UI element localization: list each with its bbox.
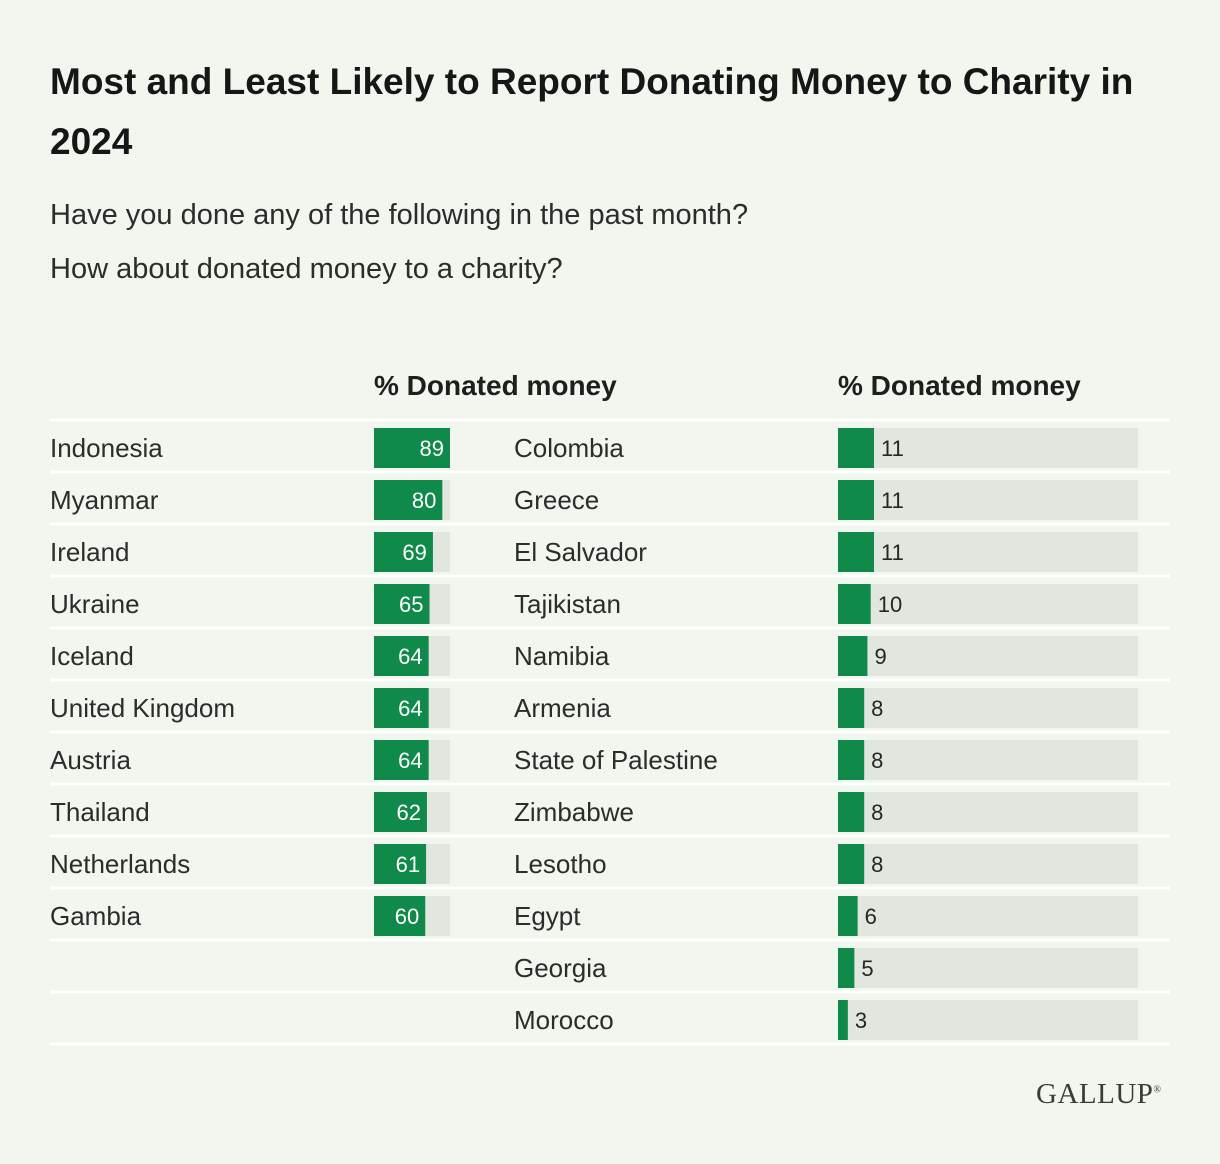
- least-likely-bar: [838, 792, 865, 832]
- least-likely-bar: [838, 844, 865, 884]
- least-likely-value-label: 11: [881, 540, 904, 565]
- least-likely-country-label: Tajikistan: [514, 589, 621, 619]
- least-likely-bar-track: [838, 792, 1138, 832]
- least-likely-value-label: 8: [871, 748, 883, 773]
- most-likely-country-label: Ukraine: [50, 589, 140, 619]
- least-likely-bar-track: [838, 688, 1138, 728]
- least-likely-value-label: 5: [861, 956, 873, 981]
- least-likely-country-label: El Salvador: [514, 537, 647, 567]
- least-likely-bar: [838, 1000, 848, 1040]
- least-likely-bar: [838, 480, 874, 520]
- least-likely-bar: [838, 428, 874, 468]
- chart-title: Most and Least Likely to Report Donating…: [50, 61, 1134, 162]
- least-likely-value-label: 10: [878, 592, 902, 617]
- registered-mark: ®: [1153, 1084, 1162, 1096]
- least-likely-country-label: Greece: [514, 485, 599, 515]
- least-likely-bar-track: [838, 740, 1138, 780]
- least-likely-country-label: Georgia: [514, 953, 607, 983]
- gallup-logo: GALLUP®: [1036, 1078, 1162, 1111]
- most-likely-country-label: Austria: [50, 745, 131, 775]
- most-likely-bar: [374, 532, 433, 572]
- least-likely-country-label: Morocco: [514, 1005, 614, 1035]
- most-likely-country-label: Myanmar: [50, 485, 159, 515]
- gallup-logo-text: GALLUP: [1036, 1078, 1154, 1110]
- most-likely-value-label: 61: [396, 852, 420, 877]
- least-likely-bar-track: [838, 428, 1138, 468]
- most-likely-value-label: 62: [396, 800, 420, 825]
- chart-subtitle-line-2: How about donated money to a charity?: [50, 253, 563, 285]
- least-likely-value-label: 6: [865, 904, 877, 929]
- least-likely-value-label: 8: [871, 696, 883, 721]
- least-likely-country-label: Zimbabwe: [514, 797, 634, 827]
- least-likely-country-label: Namibia: [514, 641, 610, 671]
- most-likely-value-label: 64: [398, 696, 422, 721]
- least-likely-bar: [838, 532, 874, 572]
- most-likely-country-label: Iceland: [50, 641, 134, 671]
- most-likely-country-label: Thailand: [50, 797, 150, 827]
- least-likely-value-label: 11: [881, 488, 904, 513]
- least-likely-bar-track: [838, 948, 1138, 988]
- most-likely-country-label: Gambia: [50, 901, 142, 931]
- least-likely-bar-track: [838, 636, 1138, 676]
- least-likely-bar: [838, 688, 865, 728]
- least-likely-country-label: State of Palestine: [514, 745, 718, 775]
- most-likely-bar: [374, 688, 429, 728]
- least-likely-value-label: 11: [881, 436, 904, 461]
- most-likely-bar: [374, 480, 443, 520]
- least-likely-bar: [838, 584, 871, 624]
- least-likely-bar-track: [838, 896, 1138, 936]
- most-likely-bar: [374, 844, 427, 884]
- least-likely-country-label: Colombia: [514, 433, 624, 463]
- most-likely-bar: [374, 740, 429, 780]
- most-likely-value-label: 89: [420, 436, 444, 461]
- most-likely-value-label: 69: [402, 540, 426, 565]
- most-likely-bar: [374, 792, 427, 832]
- most-likely-country-label: Indonesia: [50, 433, 163, 463]
- least-likely-value-label: 9: [874, 644, 886, 669]
- most-likely-bar: [374, 636, 429, 676]
- least-likely-bar-track: [838, 480, 1138, 520]
- least-likely-bar-track: [838, 532, 1138, 572]
- column-header-least-likely: % Donated money: [838, 370, 1081, 401]
- least-likely-bar-track: [838, 1000, 1138, 1040]
- most-likely-value-label: 60: [395, 904, 419, 929]
- least-likely-bar: [838, 636, 868, 676]
- least-likely-bar: [838, 948, 855, 988]
- column-header-most-likely: % Donated money: [374, 370, 617, 401]
- least-likely-country-label: Lesotho: [514, 849, 607, 879]
- most-likely-bar: [374, 584, 430, 624]
- most-likely-bar: [374, 896, 426, 936]
- most-likely-country-label: Netherlands: [50, 849, 190, 879]
- most-likely-bar: [374, 428, 450, 468]
- least-likely-value-label: 8: [871, 800, 883, 825]
- most-likely-country-label: Ireland: [50, 537, 130, 567]
- least-likely-country-label: Armenia: [514, 693, 611, 723]
- least-likely-bar-track: [838, 584, 1138, 624]
- least-likely-value-label: 3: [855, 1008, 867, 1033]
- most-likely-value-label: 64: [398, 644, 422, 669]
- least-likely-bar-track: [838, 844, 1138, 884]
- chart-subtitle-line-1: Have you done any of the following in th…: [50, 199, 749, 231]
- least-likely-value-label: 8: [871, 852, 883, 877]
- most-likely-value-label: 65: [399, 592, 423, 617]
- most-likely-value-label: 80: [412, 488, 436, 513]
- least-likely-country-label: Egypt: [514, 901, 581, 931]
- least-likely-bar: [838, 896, 858, 936]
- most-likely-value-label: 64: [398, 748, 422, 773]
- least-likely-bar: [838, 740, 865, 780]
- most-likely-country-label: United Kingdom: [50, 693, 235, 723]
